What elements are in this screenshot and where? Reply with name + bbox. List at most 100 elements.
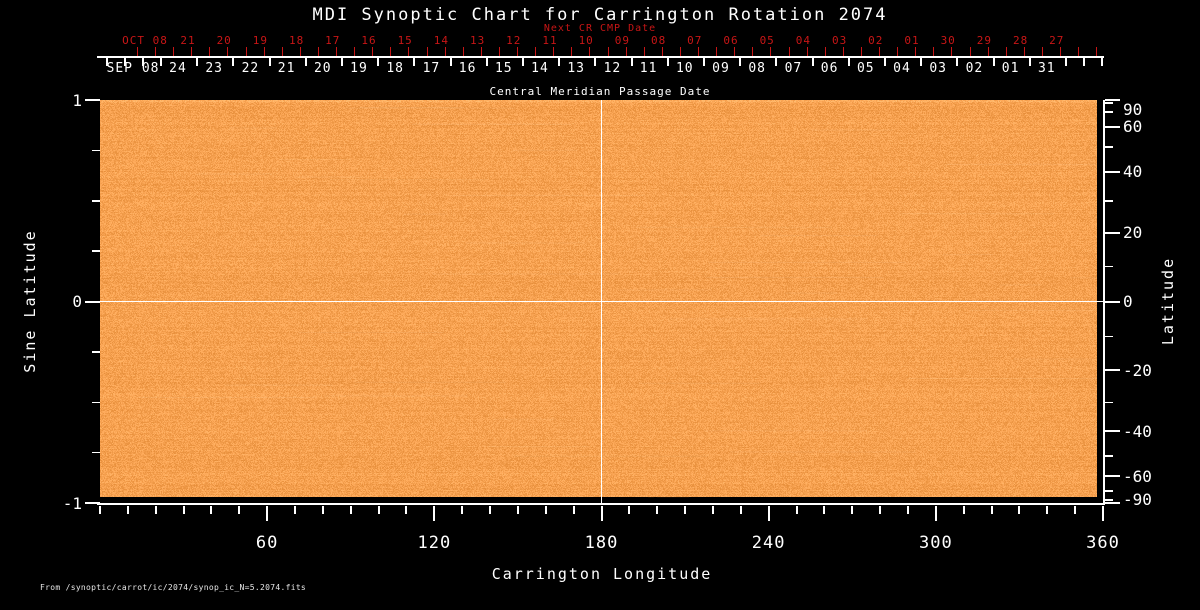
next-cr-tick [951, 47, 952, 56]
bottom-minor-tick [127, 506, 129, 514]
bottom-major-tick [1102, 506, 1104, 521]
cmp-date-label: 23 [205, 61, 223, 76]
next-cr-date-label: 02 [868, 34, 883, 47]
bottom-minor-tick [963, 506, 965, 514]
next-cr-tick [807, 47, 808, 56]
cmp-axis-tick [413, 58, 415, 66]
x-tick-label: 60 [256, 533, 278, 553]
bottom-minor-tick [573, 506, 575, 514]
next-cr-date-label: 30 [941, 34, 956, 47]
right-minor-tick [1105, 499, 1113, 501]
cmp-axis-tick [920, 58, 922, 66]
cmp-date-label: 03 [929, 61, 947, 76]
bottom-minor-tick [796, 506, 798, 514]
cmp-date-label: 02 [966, 61, 984, 76]
cmp-axis-tick [1029, 58, 1031, 66]
x-tick-label: 360 [1086, 533, 1120, 553]
bottom-minor-tick [238, 506, 240, 514]
cmp-axis-tick [486, 58, 488, 66]
bottom-major-tick [768, 506, 770, 521]
cmp-date-label: 09 [712, 61, 730, 76]
next-cr-tick [227, 47, 228, 56]
next-cr-tick [861, 47, 862, 56]
next-cr-date-label: 15 [398, 34, 413, 47]
next-cr-tick [644, 47, 645, 56]
bottom-minor-tick [991, 506, 993, 514]
right-tick-label: -60 [1123, 468, 1152, 485]
bottom-minor-tick [210, 506, 212, 514]
next-cr-tick [770, 47, 771, 56]
cmp-axis-tick [667, 58, 669, 66]
next-cr-tick [535, 47, 536, 56]
bottom-minor-tick [378, 506, 380, 514]
bottom-minor-tick [99, 506, 101, 514]
right-tick-label: 40 [1123, 163, 1142, 180]
cmp-axis-tick [450, 58, 452, 66]
next-cr-date-label: 28 [1013, 34, 1028, 47]
next-cr-date-label: 06 [723, 34, 738, 47]
right-tick-label: -90 [1123, 491, 1152, 508]
cmp-date-label: 17 [423, 61, 441, 76]
cmp-axis-tick [522, 58, 524, 66]
next-cr-month-label: OCT 08 [122, 34, 168, 47]
bottom-minor-tick [517, 506, 519, 514]
next-cr-date-label: 05 [760, 34, 775, 47]
cmp-axis-tick [106, 58, 108, 66]
next-cr-date-label: 04 [796, 34, 811, 47]
next-cr-tick [933, 47, 934, 56]
next-cr-tick [246, 47, 247, 56]
bottom-minor-tick [350, 506, 352, 514]
bottom-minor-tick [489, 506, 491, 514]
left-major-tick [85, 99, 100, 101]
next-cr-tick [300, 47, 301, 56]
next-cr-tick [427, 47, 428, 56]
next-cr-tick [680, 47, 681, 56]
bottom-minor-tick [461, 506, 463, 514]
cmp-axis-tick [196, 58, 198, 66]
bottom-major-tick [601, 506, 603, 521]
right-major-tick [1105, 99, 1120, 101]
next-cr-tick [553, 47, 554, 56]
next-cr-tick [970, 47, 971, 56]
next-cr-date-label: 18 [289, 34, 304, 47]
equator-reference-line [100, 301, 1103, 303]
bottom-minor-tick [1046, 506, 1048, 514]
page-title: MDI Synoptic Chart for Carrington Rotati… [0, 5, 1200, 25]
next-cr-tick [1060, 47, 1061, 56]
cmp-axis-tick [377, 58, 379, 66]
next-cr-tick [752, 47, 753, 56]
cmp-axis-tick [269, 58, 271, 66]
cmp-axis-tick [1083, 58, 1085, 66]
next-cr-tick [734, 47, 735, 56]
next-cr-date-label: 29 [977, 34, 992, 47]
cmp-axis-tick [703, 58, 705, 66]
bottom-major-tick [266, 506, 268, 521]
cmp-axis-tick [558, 58, 560, 66]
cmp-axis-tick [631, 58, 633, 66]
cmp-date-label: 19 [350, 61, 368, 76]
bottom-minor-tick [294, 506, 296, 514]
next-cr-date-label: 10 [579, 34, 594, 47]
bottom-major-tick [935, 506, 937, 521]
next-cr-tick [209, 47, 210, 56]
bottom-minor-tick [879, 506, 881, 514]
bottom-minor-tick [322, 506, 324, 514]
cmp-axis-tick [1065, 58, 1067, 66]
cmp-date-label: 31 [1038, 61, 1056, 76]
next-cr-date-label: 13 [470, 34, 485, 47]
cmp-axis-tick [812, 58, 814, 66]
left-minor-tick [92, 150, 100, 152]
cmp-axis-tick [232, 58, 234, 66]
next-cr-tick [608, 47, 609, 56]
bottom-minor-tick [545, 506, 547, 514]
cmp-month-label: SEP 08 [107, 61, 160, 76]
left-minor-tick [92, 402, 100, 404]
cmp-axis-caption: Central Meridian Passage Date [0, 85, 1200, 98]
bottom-minor-tick [712, 506, 714, 514]
bottom-axis-line [97, 503, 1104, 505]
right-minor-tick [1105, 111, 1113, 113]
left-minor-tick [92, 200, 100, 202]
bottom-major-tick [433, 506, 435, 521]
cmp-date-label: 12 [604, 61, 622, 76]
next-cr-tick [191, 47, 192, 56]
